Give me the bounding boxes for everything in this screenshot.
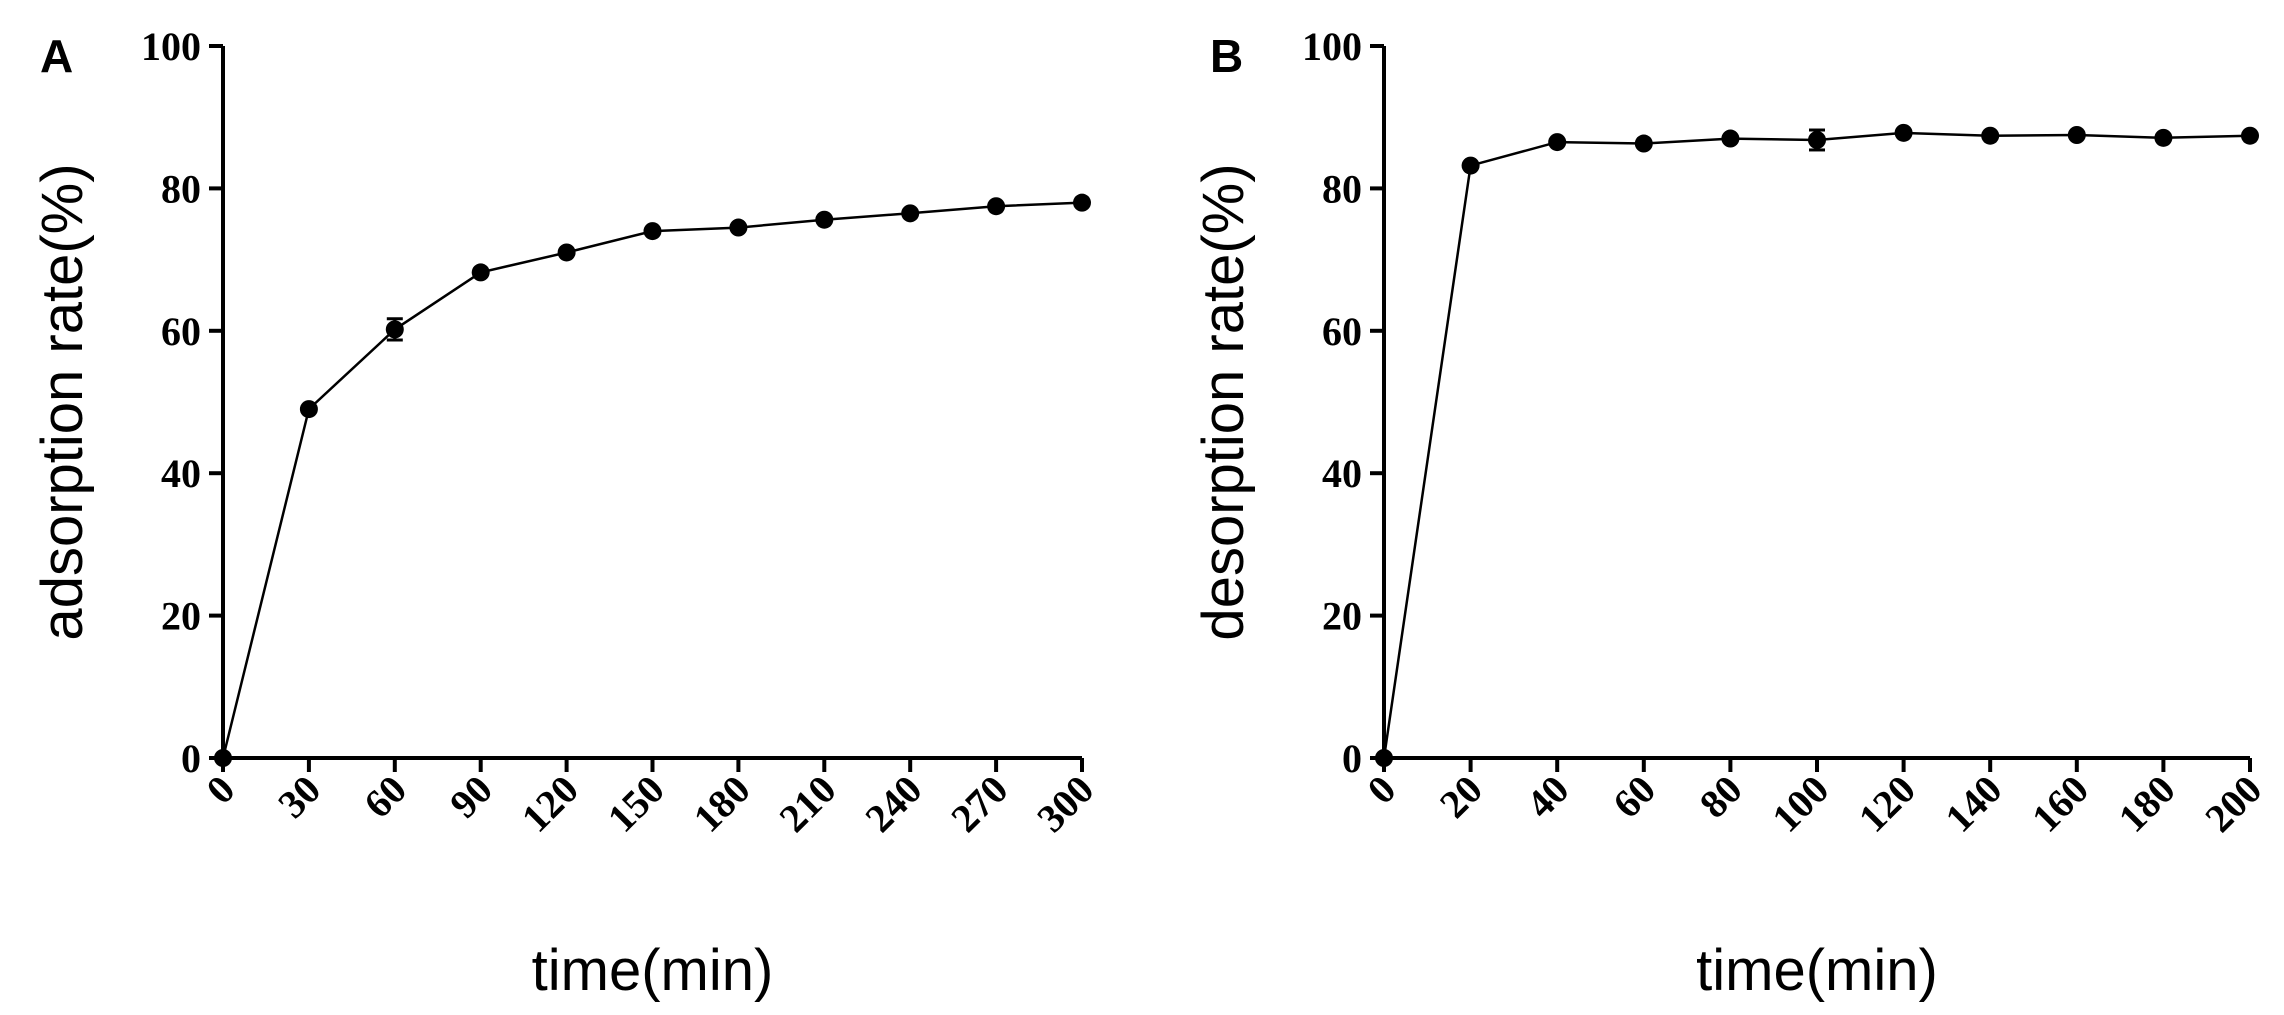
series-line: [1382, 131, 2251, 759]
data-point: [471, 263, 490, 282]
panel-letter: B: [1210, 30, 1243, 82]
y-tick-label: 20: [161, 594, 201, 639]
data-point: [987, 197, 1006, 216]
x-tick-label: 140: [1936, 767, 2010, 841]
data-point: [299, 400, 318, 419]
x-tick-label: 60: [1604, 767, 1664, 827]
x-axis-title: time(min): [1696, 938, 1938, 1003]
x-tick-label: 200: [2196, 767, 2270, 841]
x-tick-label: 30: [269, 767, 329, 827]
x-tick-label: 180: [685, 767, 759, 841]
x-tick-label: 40: [1517, 767, 1577, 827]
x-tick-label: 80: [1691, 767, 1751, 827]
y-tick-label: 40: [161, 451, 201, 496]
x-tick-label: 0: [1358, 767, 1404, 813]
x-tick-label: 120: [1850, 767, 1924, 841]
y-tick-label: 20: [1322, 594, 1362, 639]
y-tick-label: 80: [1322, 166, 1362, 211]
x-tick-label: 150: [599, 767, 673, 841]
data-point: [557, 243, 576, 262]
x-tick-label: 180: [2110, 767, 2184, 841]
x-tick-label: 0: [197, 767, 243, 813]
chart-panel-a: A 0 20 40 60 80 100 0 30 60 90 120 150 180 210 240 270 30…: [30, 24, 1102, 1003]
x-tick-label: 120: [513, 767, 587, 841]
series-line: [221, 201, 1083, 759]
data-point: [2241, 126, 2259, 145]
data-point: [1461, 156, 1480, 175]
data-point: [1981, 126, 2000, 145]
data-point: [1634, 134, 1653, 153]
x-tick-label: 160: [2023, 767, 2097, 841]
y-tick-label: 60: [1322, 309, 1362, 354]
x-tick-label: 90: [441, 767, 501, 827]
x-tick-label: 100: [1763, 767, 1837, 841]
data-point: [1548, 133, 1567, 152]
x-axis-title: time(min): [532, 938, 774, 1003]
data-point: [385, 320, 404, 339]
data-point: [643, 222, 662, 241]
x-tick-label: 20: [1431, 767, 1491, 827]
y-tick-label: 60: [161, 309, 201, 354]
y-tick-label: 40: [1322, 451, 1362, 496]
x-tick-label: 240: [856, 767, 930, 841]
data-point: [2154, 128, 2173, 147]
data-point: [901, 204, 920, 223]
data-point: [815, 210, 834, 229]
x-tick-label: 270: [942, 767, 1016, 841]
x-tick-label: 210: [770, 767, 844, 841]
data-point: [2067, 126, 2086, 144]
y-tick-label: 0: [181, 736, 201, 781]
y-tick-label: 100: [141, 24, 201, 69]
y-tick-label: 100: [1302, 24, 1362, 69]
data-point: [1894, 123, 1913, 142]
y-tick-label: 0: [1342, 736, 1362, 781]
x-tick-label: 60: [355, 767, 415, 827]
y-axis-title: desorption rate(%): [1191, 163, 1256, 640]
data-point: [1721, 129, 1740, 148]
panel-letter: A: [40, 30, 73, 82]
y-tick-label: 80: [161, 166, 201, 211]
data-point: [214, 749, 232, 767]
data-point: [729, 218, 748, 237]
data-point: [1808, 130, 1826, 149]
data-point: [1375, 749, 1393, 767]
x-tick-label: 300: [1028, 767, 1102, 841]
y-axis-title: adsorption rate(%): [30, 163, 95, 640]
data-point: [1073, 193, 1091, 212]
